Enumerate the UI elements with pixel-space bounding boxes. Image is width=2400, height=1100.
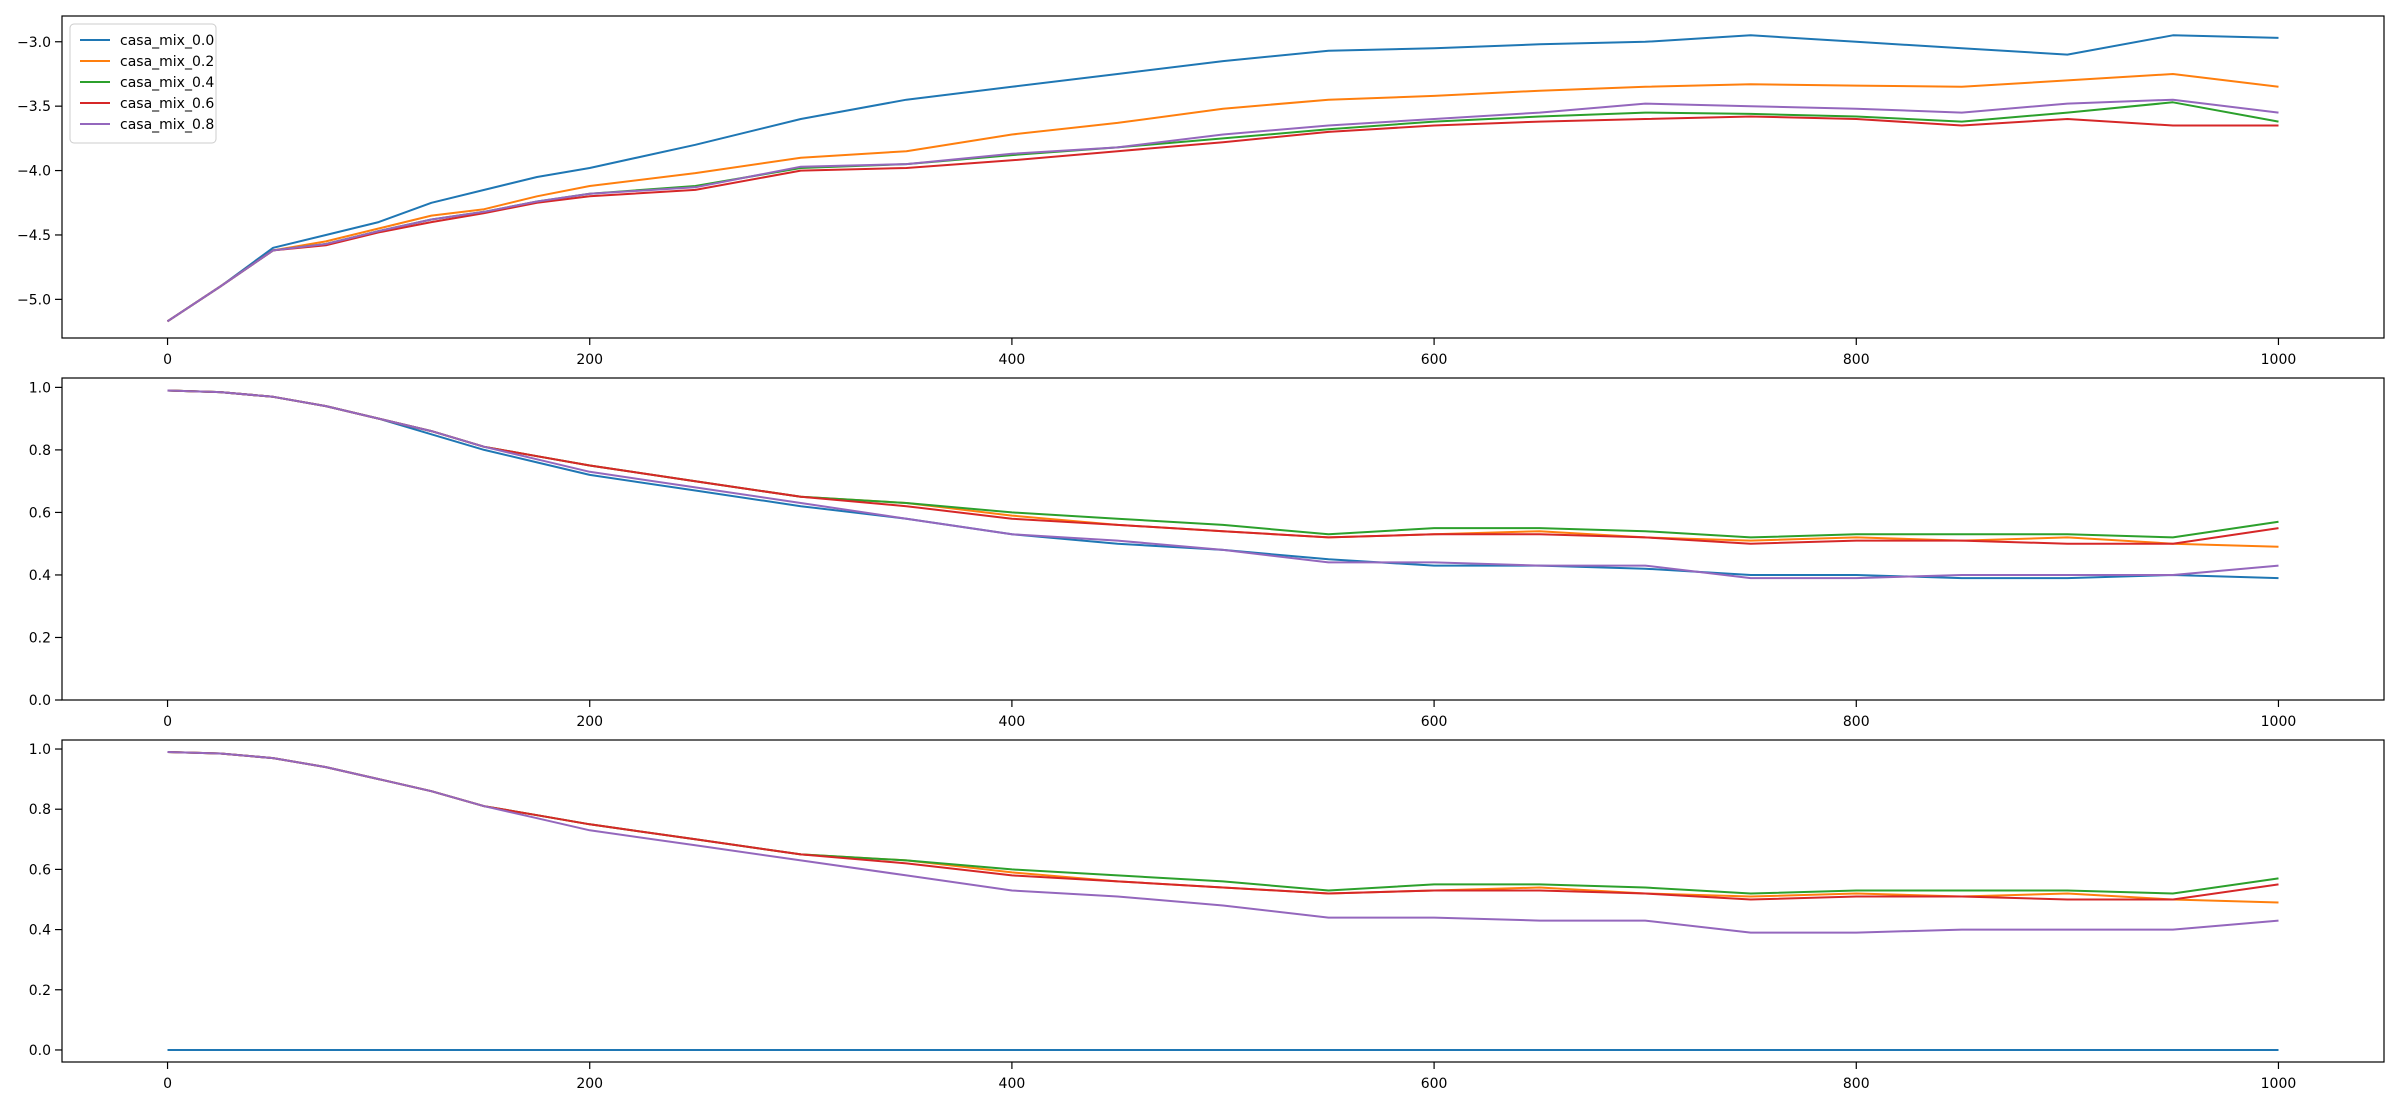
legend-box bbox=[69, 23, 217, 144]
legend-label: casa_mix_0.0 bbox=[120, 33, 214, 49]
x-tick-label: 0 bbox=[163, 352, 172, 368]
series-line-casa-mix-0-6 bbox=[167, 389, 2279, 545]
y-tick-label: 0.0 bbox=[29, 1043, 51, 1059]
y-tick-label: −3.0 bbox=[17, 35, 51, 51]
y-tick-label: 0.4 bbox=[29, 568, 51, 584]
x-tick-label: 800 bbox=[1843, 352, 1870, 368]
series-line-casa-mix-0-6 bbox=[166, 115, 2279, 323]
legend-label: casa_mix_0.4 bbox=[120, 75, 214, 91]
series-line-casa-mix-0-8 bbox=[166, 98, 2279, 323]
y-tick-label: 0.6 bbox=[29, 862, 51, 878]
axes-frame bbox=[61, 377, 2385, 701]
y-tick-label: 0.2 bbox=[29, 630, 51, 646]
series-line-casa-mix-0-2 bbox=[166, 73, 2279, 323]
y-tick-label: 0.8 bbox=[29, 802, 51, 818]
x-tick-label: 200 bbox=[576, 714, 603, 730]
series-line-casa-mix-0-6 bbox=[167, 751, 2279, 901]
legend-label: casa_mix_0.6 bbox=[120, 96, 214, 112]
y-tick-label: 0.6 bbox=[29, 505, 51, 521]
series-line-casa-mix-0-4 bbox=[167, 751, 2279, 895]
y-tick-label: 1.0 bbox=[29, 380, 51, 396]
y-tick-label: −5.0 bbox=[17, 292, 51, 308]
y-tick-label: 0.8 bbox=[29, 443, 51, 459]
y-tick-label: 0.4 bbox=[29, 923, 51, 939]
subplot-2: 0 200 400 600 800 1000 0.0 0.2 0.4 0.6 0.8 1.0 bbox=[29, 377, 2385, 730]
axes-frame bbox=[61, 15, 2385, 339]
y-tick-label: 0.0 bbox=[29, 693, 51, 709]
x-tick-label: 800 bbox=[1843, 714, 1870, 730]
x-tick-label: 600 bbox=[1421, 714, 1448, 730]
y-tick-label: −4.5 bbox=[17, 228, 51, 244]
x-tick-label: 600 bbox=[1421, 352, 1448, 368]
legend: casa_mix_0.0 casa_mix_0.2 casa_mix_0.4casa… bbox=[69, 23, 217, 144]
subplot-1: 0 200 400 600 800 1000 −5.0 −4.5 −4.0 −3.5 −3.0 cas… bbox=[17, 15, 2385, 368]
x-tick-label: 0 bbox=[163, 1076, 172, 1092]
x-tick-label: 400 bbox=[999, 714, 1026, 730]
y-tick-label: 0.2 bbox=[29, 983, 51, 999]
x-tick-label: 200 bbox=[576, 1076, 603, 1092]
series-line-casa-mix-0-2 bbox=[167, 751, 2279, 904]
x-tick-label: 800 bbox=[1843, 1076, 1870, 1092]
y-tick-label: −4.0 bbox=[17, 164, 51, 180]
series-line-casa-mix-0-2 bbox=[167, 389, 2279, 548]
x-tick-label: 1000 bbox=[2261, 1076, 2297, 1092]
legend-label: casa_mix_0.2 bbox=[120, 54, 214, 70]
series-line-casa-mix-0-0 bbox=[166, 34, 2279, 323]
series-line-casa-mix-0-8 bbox=[167, 751, 2279, 934]
legend-label: casa_mix_0.8 bbox=[120, 117, 214, 133]
x-tick-label: 400 bbox=[999, 1076, 1026, 1092]
subplot-3: 0 200 400 600 800 1000 0.0 0.2 0.4 0.6 0.8 1.0 bbox=[29, 739, 2385, 1092]
axes-frame bbox=[61, 739, 2385, 1063]
y-tick-label: −3.5 bbox=[17, 99, 51, 115]
x-tick-label: 400 bbox=[999, 352, 1026, 368]
series-line-casa-mix-0-4 bbox=[167, 389, 2279, 539]
x-tick-label: 0 bbox=[163, 714, 172, 730]
x-tick-label: 1000 bbox=[2261, 714, 2297, 730]
y-tick-label: 1.0 bbox=[29, 742, 51, 758]
series-line-casa-mix-0-8 bbox=[167, 389, 2279, 580]
x-tick-label: 200 bbox=[576, 352, 603, 368]
x-tick-label: 600 bbox=[1421, 1076, 1448, 1092]
x-tick-label: 1000 bbox=[2261, 352, 2297, 368]
